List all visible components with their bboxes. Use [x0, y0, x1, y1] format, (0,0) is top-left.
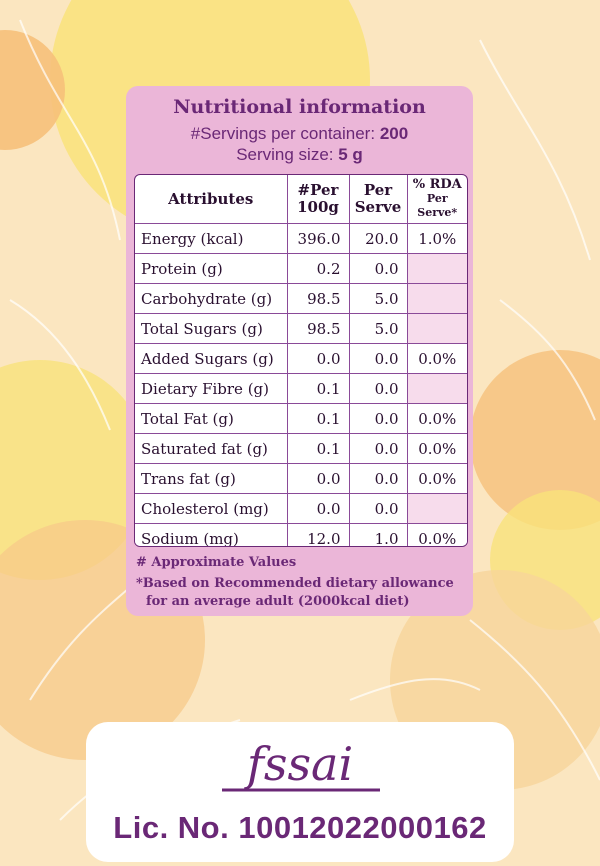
table-row: Trans fat (g) 0.0 0.0 0.0%: [135, 463, 467, 494]
per-serve-cell: 0.0: [348, 403, 408, 434]
rda-cell: [406, 373, 467, 404]
header-per-100g: #Per 100g: [286, 175, 350, 224]
rda-cell: [406, 253, 467, 284]
table-row: Cholesterol (mg) 0.0 0.0: [135, 493, 467, 524]
per-100g-cell: 0.1: [286, 433, 350, 464]
leaf-outline: [19, 19, 121, 241]
rda-cell: [406, 313, 467, 344]
header-attributes: Attributes: [135, 175, 288, 224]
per-100g-cell: 0.2: [286, 253, 350, 284]
per-serve-cell: 5.0: [348, 283, 408, 314]
attribute-cell: Total Fat (g): [135, 403, 288, 434]
table-row: Dietary Fibre (g) 0.1 0.0: [135, 373, 467, 404]
per-100g-cell: 0.1: [286, 403, 350, 434]
attribute-cell: Trans fat (g): [135, 463, 288, 494]
serving-size: Serving size: 5 g: [126, 145, 473, 165]
per-serve-cell: 20.0: [348, 223, 408, 254]
approx-values-note: # Approximate Values: [136, 555, 297, 570]
rda-cell: 0.0%: [406, 523, 467, 546]
attribute-cell: Energy (kcal): [135, 223, 288, 254]
leaf-outline: [469, 619, 600, 781]
servings-value: 200: [379, 124, 409, 143]
rda-cell: 0.0%: [406, 463, 467, 494]
leaf-outline: [349, 678, 481, 701]
attribute-cell: Saturated fat (g): [135, 433, 288, 464]
rda-cell: [406, 493, 467, 524]
table-row: Total Fat (g) 0.1 0.0 0.0%: [135, 403, 467, 434]
attribute-cell: Added Sugars (g): [135, 343, 288, 374]
rda-cell: 0.0%: [406, 403, 467, 434]
orange-blob: [470, 350, 600, 530]
leaf-outline: [479, 39, 591, 261]
per-100g-cell: 0.0: [286, 493, 350, 524]
leaf-outline: [499, 299, 596, 421]
per-serve-cell: 5.0: [348, 313, 408, 344]
attribute-cell: Dietary Fibre (g): [135, 373, 288, 404]
rda-cell: 0.0%: [406, 343, 467, 374]
serving-size-label: Serving size:: [236, 145, 334, 164]
per-serve-cell: 0.0: [348, 373, 408, 404]
per-100g-cell: 396.0: [286, 223, 350, 254]
fssai-logo-text: fssai: [244, 737, 353, 791]
attribute-cell: Carbohydrate (g): [135, 283, 288, 314]
rda-note-line2: for an average adult (2000kcal diet): [146, 594, 410, 609]
serving-size-value: 5 g: [338, 145, 363, 164]
rda-cell: [406, 283, 467, 314]
per-serve-cell: 0.0: [348, 463, 408, 494]
per-serve-cell: 0.0: [348, 253, 408, 284]
table-header-row: Attributes #Per 100g Per Serve % RDA Per…: [135, 175, 467, 224]
table-row: Added Sugars (g) 0.0 0.0 0.0%: [135, 343, 467, 374]
panel-title: Nutritional information: [173, 96, 426, 118]
servings-label: #Servings per container:: [190, 124, 376, 143]
attribute-cell: Cholesterol (mg): [135, 493, 288, 524]
license-number: Lic. No. 10012022000162: [113, 810, 487, 845]
table-row: Saturated fat (g) 0.1 0.0 0.0%: [135, 433, 467, 464]
per-100g-cell: 98.5: [286, 283, 350, 314]
per-serve-cell: 0.0: [348, 343, 408, 374]
per-100g-cell: 0.0: [286, 463, 350, 494]
rda-note-line1: *Based on Recommended dietary allowance: [136, 576, 454, 591]
per-serve-cell: 0.0: [348, 493, 408, 524]
fssai-license-box: [86, 722, 514, 862]
per-100g-cell: 12.0: [286, 523, 350, 546]
leaf-outline: [9, 299, 111, 431]
fssai-logo: fssai: [222, 737, 380, 792]
per-100g-cell: 0.1: [286, 373, 350, 404]
table-row: Total Sugars (g) 98.5 5.0: [135, 313, 467, 344]
per-serve-cell: 1.0: [348, 523, 408, 546]
rda-cell: 0.0%: [406, 433, 467, 464]
attribute-cell: Total Sugars (g): [135, 313, 288, 344]
table-row: Carbohydrate (g) 98.5 5.0: [135, 283, 467, 314]
orange-blob: [0, 30, 65, 150]
attribute-cell: Protein (g): [135, 253, 288, 284]
rda-cell: 1.0%: [406, 223, 467, 254]
nutrition-table: Attributes #Per 100g Per Serve % RDA Per…: [134, 174, 468, 547]
per-100g-cell: 0.0: [286, 343, 350, 374]
per-100g-cell: 98.5: [286, 313, 350, 344]
per-serve-cell: 0.0: [348, 433, 408, 464]
header-rda: % RDA Per Serve*: [406, 175, 467, 224]
header-per-serve: Per Serve: [348, 175, 408, 224]
attribute-cell: Sodium (mg): [135, 523, 288, 546]
table-row: Energy (kcal) 396.0 20.0 1.0%: [135, 223, 467, 254]
table-row: Protein (g) 0.2 0.0: [135, 253, 467, 284]
servings-per-container: #Servings per container: 200: [126, 124, 473, 144]
table-row: Sodium (mg) 12.0 1.0 0.0%: [135, 523, 467, 546]
